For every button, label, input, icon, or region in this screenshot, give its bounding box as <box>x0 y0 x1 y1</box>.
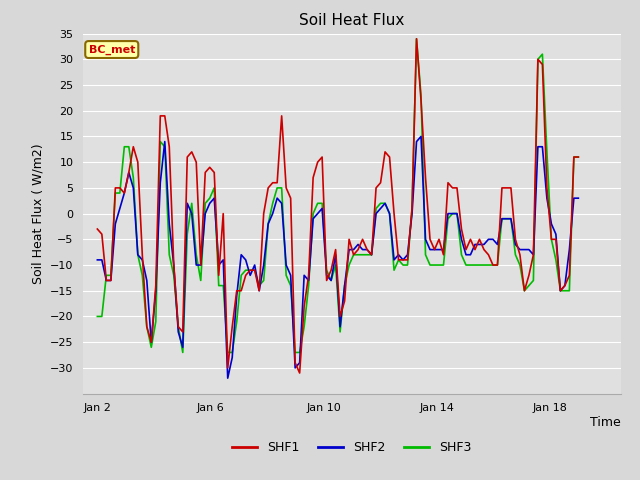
SHF1 <box>93 226 101 232</box>
Line: SHF3: SHF3 <box>97 39 579 352</box>
SHF2 <box>525 247 532 252</box>
SHF2 <box>143 277 150 283</box>
SHF1 <box>296 370 303 376</box>
SHF2 <box>516 247 524 252</box>
SHF3 <box>484 262 492 268</box>
Text: BC_met: BC_met <box>88 44 135 55</box>
SHF3 <box>323 267 330 273</box>
Line: SHF1: SHF1 <box>97 39 579 373</box>
SHF1 <box>525 273 532 278</box>
SHF3 <box>413 36 420 42</box>
Legend: SHF1, SHF2, SHF3: SHF1, SHF2, SHF3 <box>227 436 477 459</box>
SHF3 <box>525 283 532 288</box>
SHF2 <box>93 257 101 263</box>
Title: Soil Heat Flux: Soil Heat Flux <box>300 13 404 28</box>
Y-axis label: Soil Heat Flux ( W/m2): Soil Heat Flux ( W/m2) <box>31 144 44 284</box>
SHF2 <box>484 237 492 242</box>
SHF2 <box>417 133 425 139</box>
SHF3 <box>575 154 582 160</box>
SHF3 <box>93 313 101 319</box>
SHF2 <box>224 375 232 381</box>
SHF1 <box>143 324 150 330</box>
SHF2 <box>170 262 178 268</box>
SHF1 <box>413 36 420 42</box>
SHF3 <box>170 273 178 278</box>
SHF3 <box>179 349 187 355</box>
SHF2 <box>575 195 582 201</box>
SHF1 <box>575 154 582 160</box>
SHF1 <box>516 252 524 258</box>
SHF2 <box>323 273 330 278</box>
Line: SHF2: SHF2 <box>97 136 579 378</box>
SHF3 <box>143 324 150 330</box>
SHF1 <box>484 252 492 258</box>
X-axis label: Time: Time <box>590 416 621 429</box>
SHF3 <box>516 262 524 268</box>
SHF1 <box>323 277 330 283</box>
SHF1 <box>170 262 178 268</box>
